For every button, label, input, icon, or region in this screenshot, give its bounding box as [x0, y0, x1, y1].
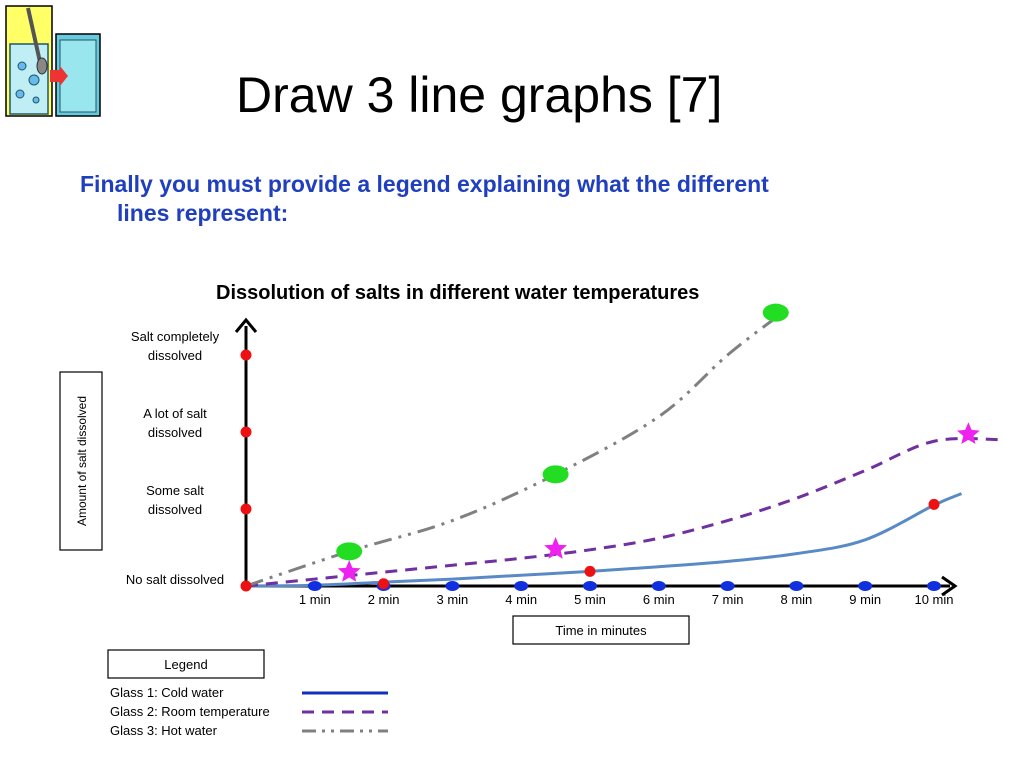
legend-item-label: Glass 1: Cold water [110, 685, 224, 700]
y-axis-label-box [59, 371, 103, 551]
cold-water-marker [378, 578, 390, 590]
x-axis-label-box [512, 615, 690, 645]
legend-item-label: Glass 2: Room temperature [110, 704, 270, 719]
slide-title: Draw 3 line graphs [7] [236, 67, 723, 123]
x-tick-label: 9 min [849, 592, 881, 607]
x-axis-arrow [941, 575, 958, 597]
y-axis-arrow [234, 317, 258, 333]
x-tick-label: 10 min [914, 592, 953, 607]
beakers-clipart-icon [5, 5, 101, 117]
y-level-label: No salt dissolved [126, 572, 224, 587]
x-axis-marker [720, 581, 735, 591]
x-axis-marker [651, 581, 666, 591]
y-level-label: dissolved [148, 425, 202, 440]
cold-water-marker [928, 498, 940, 510]
x-tick-label: 5 min [574, 592, 606, 607]
series-line [245, 492, 963, 588]
y-axis-marker [240, 503, 252, 515]
y-axis-marker [240, 426, 252, 438]
room-temp-star-marker [544, 537, 567, 559]
room-temp-star-marker [957, 422, 980, 444]
y-level-label: A lot of salt [143, 406, 207, 421]
x-tick-label: 8 min [781, 592, 813, 607]
legend-title: Legend [164, 657, 207, 672]
x-tick-label: 3 min [437, 592, 469, 607]
x-axis-marker [789, 581, 804, 591]
x-axis-label: Time in minutes [555, 623, 647, 638]
x-axis-marker [583, 581, 597, 591]
x-axis-marker [514, 581, 529, 591]
series-line [245, 311, 784, 588]
x-tick-label: 4 min [505, 592, 537, 607]
slide-body-line-2: lines represent: [117, 200, 289, 226]
hot-water-marker [762, 303, 789, 322]
y-level-label: Salt completely [131, 329, 220, 344]
x-tick-label: 6 min [643, 592, 675, 607]
hot-water-marker [542, 465, 569, 484]
x-tick-label: 2 min [368, 592, 400, 607]
slide-body-text: Finally you must provide a legend explai… [80, 170, 920, 228]
y-axis-label: Amount of salt dissolved [75, 396, 89, 526]
legend-item-label: Glass 3: Hot water [110, 723, 218, 738]
x-axis-marker [445, 581, 460, 591]
legend-title-box [107, 649, 265, 679]
y-level-label: dissolved [148, 348, 202, 363]
cold-water-marker [584, 565, 596, 577]
x-tick-label: 1 min [299, 592, 331, 607]
x-axis-marker [307, 581, 322, 591]
slide-body-line-1: Finally you must provide a legend explai… [80, 171, 769, 197]
x-axis-marker [858, 581, 873, 591]
y-level-label: Some salt [146, 483, 204, 498]
x-tick-label: 7 min [712, 592, 744, 607]
chart-title: Dissolution of salts in different water … [216, 282, 699, 304]
hot-water-marker [336, 542, 363, 561]
x-axis-marker [927, 581, 941, 591]
y-axis-marker [240, 580, 252, 592]
room-temp-star-marker [337, 560, 361, 582]
y-axis-marker [240, 349, 252, 361]
series-line [245, 437, 1003, 588]
y-level-label: dissolved [148, 502, 202, 517]
